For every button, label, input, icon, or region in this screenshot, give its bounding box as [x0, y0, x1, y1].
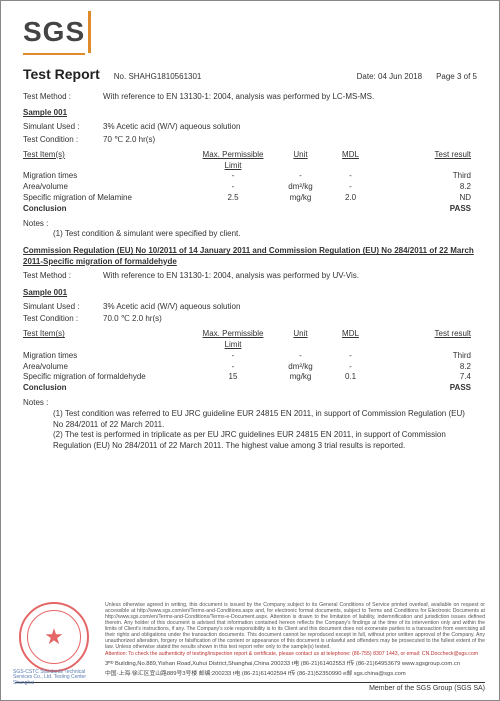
simulant-row-1: Simulant Used : 3% Acetic acid (W/V) aqu… [23, 122, 477, 133]
page-footer: ★ SGS-CSTC Standards Technical Services … [1, 603, 499, 692]
table-row: Specific migration of formaldehyde 15 mg… [23, 372, 477, 383]
address-line-1: 3ᴿᴰ Building,No.889,Yishan Road,Xuhui Di… [105, 661, 485, 668]
notes-1: Notes : (1) Test condition & simulant we… [23, 219, 477, 241]
conclusion-row-1: Conclusion PASS [23, 204, 477, 215]
report-header: Test Report No. SHAHG1810561301 Date: 04… [23, 65, 477, 84]
report-page: Page 3 of 5 [436, 72, 477, 83]
logo-bar [88, 11, 91, 53]
simulant-row-2: Simulant Used : 3% Acetic acid (W/V) aqu… [23, 302, 477, 313]
test-method-2: Test Method : With reference to EN 13130… [23, 271, 477, 282]
results-table-1: Test Item(s) Max. Permissible Unit MDL T… [23, 150, 477, 215]
results-table-2: Test Item(s) Max. Permissible Unit MDL T… [23, 329, 477, 394]
star-icon: ★ [44, 624, 64, 650]
attention-text: Attention: To check the authenticity of … [105, 652, 485, 658]
table-row: Migration times - - - Third [23, 351, 477, 362]
report-no: No. SHAHG1810561301 [114, 72, 202, 83]
table-row: Migration times - - - Third [23, 171, 477, 182]
notes-2: Notes : (1) Test condition was referred … [23, 398, 477, 452]
condition-row-2: Test Condition : 70.0 ℃ 2.0 hr(s) [23, 314, 477, 325]
conclusion-row-2: Conclusion PASS [23, 383, 477, 394]
sample-heading-1: Sample 001 [23, 108, 477, 119]
table-header: Test Item(s) Max. Permissible Unit MDL T… [23, 329, 477, 340]
official-stamp: ★ [19, 602, 89, 672]
table-row: Area/volume - dm²/kg - 8.2 [23, 362, 477, 373]
test-method-1: Test Method : With reference to EN 13130… [23, 92, 477, 103]
table-header-2: Limit [23, 340, 477, 351]
address-line-2: 中国·上海·徐汇区宜山路889号3号楼 邮编:200233 t电 (86-21)… [105, 671, 485, 678]
table-header-2: Limit [23, 161, 477, 172]
table-header: Test Item(s) Max. Permissible Unit MDL T… [23, 150, 477, 161]
regulation-title: Commission Regulation (EU) No 10/2011 of… [23, 246, 477, 267]
stamp-label: SGS-CSTC Standards Technical Services Co… [13, 670, 93, 687]
sample-heading-2: Sample 001 [23, 288, 477, 299]
sgs-logo: SGS [23, 13, 85, 55]
report-date: Date: 04 Jun 2018 [357, 72, 422, 83]
table-row: Area/volume - dm²/kg - 8.2 [23, 182, 477, 193]
report-title: Test Report [23, 65, 100, 84]
disclaimer-text: Unless otherwise agreed in writing, this… [105, 603, 485, 651]
logo-text: SGS [23, 16, 85, 47]
table-row: Specific migration of Melamine 2.5 mg/kg… [23, 193, 477, 204]
condition-row-1: Test Condition : 70 ℃ 2.0 hr(s) [23, 135, 477, 146]
